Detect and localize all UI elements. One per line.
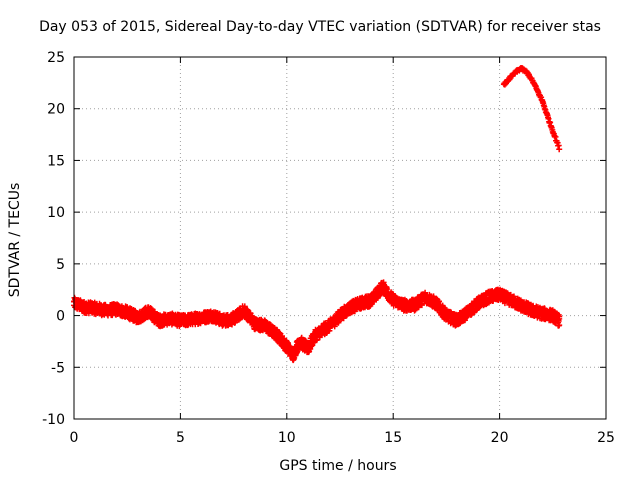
y-tick-label: -5	[51, 360, 65, 376]
x-tick-label: 10	[278, 430, 296, 446]
x-tick-label: 0	[70, 430, 79, 446]
x-tick-label: 20	[491, 430, 509, 446]
y-tick-label: 10	[47, 205, 65, 221]
series-main-markers	[71, 279, 563, 364]
y-tick-label: 20	[47, 102, 65, 118]
y-tick-label: 0	[56, 309, 65, 325]
x-tick-label: 15	[384, 430, 402, 446]
y-tick-label: 25	[47, 50, 65, 66]
x-tick-label: 5	[176, 430, 185, 446]
x-axis-label: GPS time / hours	[279, 458, 396, 474]
y-axis-label: SDTVAR / TECUs	[7, 183, 23, 298]
y-tick-label: 15	[47, 153, 65, 169]
y-tick-label: 5	[56, 257, 65, 273]
axis-ticks: 0 5 10 15 20 25 -10 -5 0 5 10 15 20 25	[42, 50, 615, 446]
series-tail-markers	[500, 65, 563, 153]
grid	[74, 57, 606, 419]
data-series	[71, 65, 563, 364]
y-tick-label: -10	[42, 412, 65, 428]
chart-title: Day 053 of 2015, Sidereal Day-to-day VTE…	[39, 19, 601, 35]
x-tick-label: 25	[597, 430, 615, 446]
plot-frame	[73, 56, 607, 420]
